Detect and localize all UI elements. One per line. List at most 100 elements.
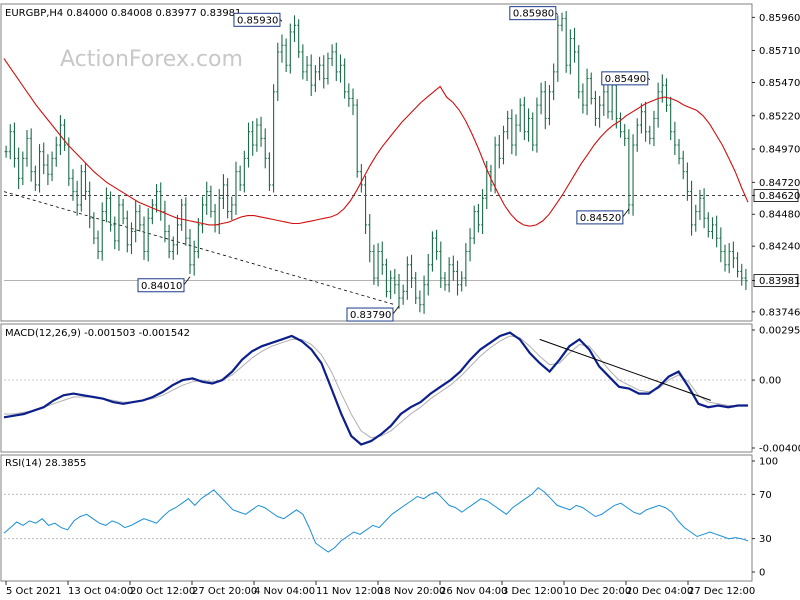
price-bar	[527, 108, 531, 142]
price-bar	[17, 147, 21, 190]
price-bar	[481, 189, 485, 235]
price-bar	[443, 272, 447, 291]
price-bar	[690, 180, 694, 236]
price-annotation: 0.85980	[509, 6, 559, 21]
annotation-leader	[622, 208, 630, 218]
price-bar	[744, 268, 748, 290]
price-bar	[606, 85, 610, 119]
price-bar	[430, 231, 434, 272]
time-label: 11 Nov 12:00	[316, 586, 383, 597]
axis-price-label: 0.84970	[759, 145, 800, 156]
price-bar	[234, 161, 238, 215]
price-bar	[405, 256, 409, 300]
price-bar	[372, 244, 376, 285]
price-bar	[71, 169, 75, 201]
time-label: 18 Nov 20:00	[378, 586, 445, 597]
price-bar	[719, 227, 723, 263]
price-bar	[585, 68, 589, 116]
macd-axis: 0.002955 0.00 -0.004009	[752, 326, 800, 455]
price-bar	[146, 208, 150, 262]
rsi-axis-label: 100	[759, 457, 778, 468]
price-bar	[129, 222, 133, 255]
price-bar	[88, 181, 92, 229]
axis-price-label: 0.84480	[759, 210, 800, 221]
price-bar	[242, 150, 246, 193]
annotation-box	[601, 71, 649, 86]
price-bar	[125, 210, 129, 253]
price-bar	[376, 243, 380, 287]
price-annotation: 0.85490	[601, 71, 651, 86]
macd-axis-label: -0.004009	[759, 444, 800, 455]
price-bar	[581, 83, 585, 114]
price-bar	[577, 45, 581, 99]
rsi-label: RSI(14) 28.3855	[5, 458, 86, 469]
price-bar	[393, 268, 397, 294]
macd-axis-label: 0.00	[759, 376, 781, 387]
price-bar	[117, 194, 121, 251]
price-bar	[326, 52, 330, 85]
price-bar	[435, 229, 439, 260]
annotation-label: 0.85490	[605, 74, 646, 85]
price-bar	[389, 270, 393, 299]
axis-price-label: 0.84620	[759, 191, 800, 202]
price-bar	[439, 241, 443, 289]
axis-price-label: 0.84240	[759, 242, 800, 253]
price-bar	[593, 90, 597, 127]
price-bar	[702, 188, 706, 229]
price-bar	[209, 185, 213, 218]
price-bar	[238, 165, 242, 191]
price-bar	[192, 240, 196, 276]
price-bar	[267, 152, 271, 191]
price-bar	[221, 174, 225, 210]
price-bar	[167, 224, 171, 259]
rsi-line	[3, 486, 749, 553]
rsi-axis-label: 30	[759, 534, 772, 545]
price-bar	[669, 96, 673, 141]
price-bar	[552, 63, 556, 101]
price-bar	[79, 164, 83, 212]
price-bar	[322, 55, 326, 89]
price-bar	[334, 42, 338, 82]
price-annotation: 0.83790	[346, 305, 400, 322]
price-bar	[292, 15, 296, 42]
price-annotation: 0.85930	[233, 12, 283, 27]
time-label: 27 Oct 20:00	[192, 586, 257, 597]
annotation-label: 0.83790	[350, 310, 391, 321]
price-bar	[715, 215, 719, 248]
price-bar	[644, 101, 648, 142]
rsi-axis-label: 70	[759, 490, 772, 501]
price-bar	[96, 230, 100, 260]
price-bar	[364, 175, 368, 235]
price-bar	[560, 12, 564, 32]
price-bar	[619, 112, 623, 138]
price-bar	[623, 124, 627, 146]
price-bar	[196, 218, 200, 259]
price-bar	[652, 110, 656, 146]
price-bar	[33, 165, 37, 191]
price-bar	[50, 151, 54, 182]
price-bar	[384, 258, 388, 298]
axis-price-label: 0.85220	[759, 111, 800, 122]
price-bar	[276, 42, 280, 101]
price-bar	[723, 244, 727, 272]
price-bar	[318, 56, 322, 81]
price-bar	[109, 191, 113, 232]
price-bar	[460, 271, 464, 292]
price-bar	[673, 121, 677, 156]
price-bar	[648, 125, 652, 145]
price-bar	[510, 109, 514, 155]
price-bar	[602, 81, 606, 116]
axis-price-label: 0.85710	[759, 46, 800, 57]
price-bar	[272, 84, 276, 193]
price-bar	[518, 98, 522, 132]
price-bar	[226, 178, 230, 219]
price-bar	[694, 204, 698, 232]
axis-price-label: 0.85470	[759, 78, 800, 89]
price-bar	[635, 118, 639, 152]
price-bar	[539, 82, 543, 115]
price-bar	[685, 162, 689, 201]
price-bar	[230, 196, 234, 220]
price-bar	[476, 203, 480, 233]
rsi-axis-label: 0	[759, 568, 765, 579]
price-panel	[0, 3, 753, 322]
